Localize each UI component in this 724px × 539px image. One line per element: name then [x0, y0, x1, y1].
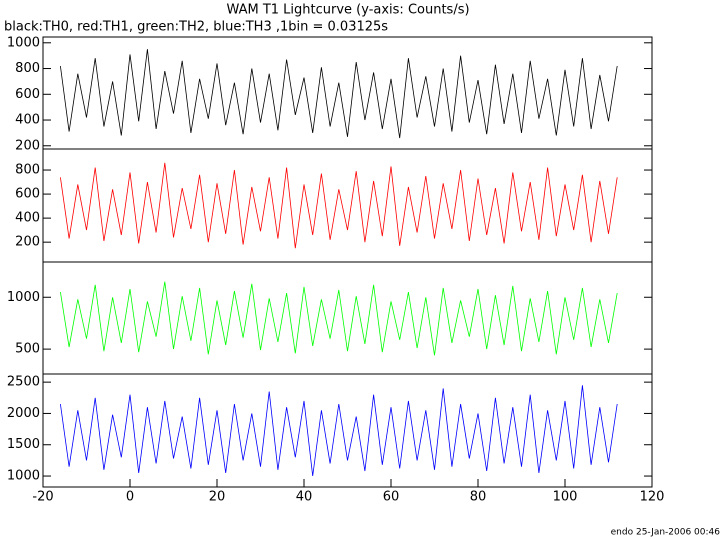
data-line [60, 49, 618, 139]
x-tick-label: -20 [32, 490, 53, 505]
y-tick-label: 500 [15, 342, 40, 357]
data-line [60, 385, 618, 477]
y-tick-label: 2500 [7, 375, 40, 390]
chart-subtitle: black:TH0, red:TH1, green:TH2, blue:TH3 … [4, 20, 388, 35]
y-tick-label: 1500 [7, 437, 40, 452]
y-tick-label: 1000 [7, 290, 40, 305]
y-tick-label: 200 [15, 138, 40, 153]
chart-title: WAM T1 Lightcurve (y-axis: Counts/s) [226, 3, 469, 18]
x-tick-label: 80 [470, 490, 487, 505]
y-tick-label: 800 [15, 61, 40, 76]
x-tick-label: 20 [209, 490, 226, 505]
x-tick-label: 0 [126, 490, 134, 505]
y-tick-label: 600 [15, 187, 40, 202]
data-line [60, 281, 618, 356]
data-line [60, 162, 618, 249]
y-tick-label: 400 [15, 211, 40, 226]
plot-frame [42, 36, 653, 150]
footer: endo 25-Jan-2006 00:46 [611, 528, 721, 538]
y-tick-label: 600 [15, 87, 40, 102]
y-tick-label: 1000 [7, 35, 40, 50]
x-tick-label: 60 [383, 490, 400, 505]
x-tick-label: 120 [640, 490, 665, 505]
y-tick-label: 200 [15, 235, 40, 250]
x-tick-label: 40 [296, 490, 313, 505]
x-tick-label: 100 [553, 490, 578, 505]
y-tick-label: 400 [15, 113, 40, 128]
y-tick-label: 800 [15, 163, 40, 178]
y-tick-label: 2000 [7, 406, 40, 421]
plot-frame [42, 373, 653, 488]
y-tick-label: 1000 [7, 469, 40, 484]
